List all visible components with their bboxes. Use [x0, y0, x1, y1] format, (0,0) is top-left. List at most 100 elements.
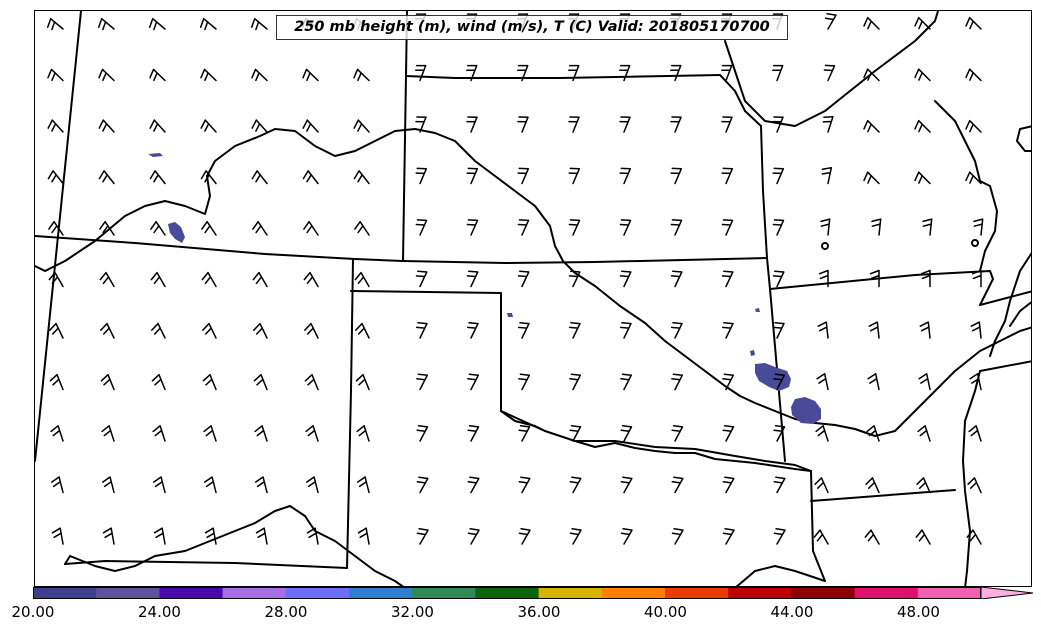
wind-barb: [304, 373, 319, 391]
wind-barb: [820, 218, 831, 236]
wind-barb: [518, 425, 531, 442]
wind-barb: [153, 527, 166, 545]
wind-barb: [866, 425, 880, 442]
wind-barb: [416, 527, 429, 545]
wind-barb: [151, 322, 166, 339]
wind-barb: [871, 218, 882, 236]
wind-barb: [867, 373, 880, 391]
wind-barb: [773, 476, 786, 494]
wind-barb: [863, 171, 880, 185]
temperature-contour-fill: [148, 153, 163, 157]
wind-barb: [204, 527, 217, 545]
colorbar-segment: [665, 587, 729, 599]
wind-barb: [869, 269, 880, 288]
wind-barb: [619, 270, 632, 288]
wind-barb: [824, 12, 837, 30]
wind-barb: [203, 425, 217, 442]
map-canvas: [35, 11, 1031, 586]
state-borders: [35, 11, 1031, 586]
wind-barb: [253, 373, 268, 391]
wind-barb: [721, 64, 733, 82]
wind-barb: [98, 119, 115, 133]
colorbar-tick-label: 48.00: [897, 603, 940, 621]
wind-barb: [569, 476, 582, 494]
wind-barb: [813, 529, 829, 545]
wind-barb: [254, 425, 268, 442]
wind-barb: [620, 373, 633, 391]
temperature-contour-fill: [168, 222, 185, 243]
wind-barb: [202, 322, 217, 339]
wind-barb: [670, 219, 683, 236]
colorbar-tick-label: 20.00: [11, 603, 55, 621]
wind-barb: [722, 373, 735, 391]
wind-barb: [152, 476, 166, 494]
wind-barb: [99, 220, 115, 236]
wind-barb: [353, 68, 370, 82]
temperature-contour-fill: [755, 363, 791, 391]
wind-barb: [97, 17, 115, 31]
wind-barb: [971, 269, 982, 288]
wind-barb: [721, 219, 734, 236]
wind-barb: [353, 170, 370, 185]
wind-barb: [568, 270, 581, 288]
wind-barb: [415, 270, 428, 288]
colorbar-segment: [854, 587, 919, 599]
wind-barb: [517, 219, 530, 236]
colorbar-segment: [96, 587, 160, 599]
wind-barb: [772, 219, 785, 236]
wind-barb: [670, 64, 682, 82]
wind-barb: [670, 322, 683, 339]
wind-barb: [965, 119, 982, 133]
wind-barb: [569, 373, 582, 391]
wind-barb: [569, 527, 582, 545]
wind-barb: [302, 119, 319, 133]
wind-barb: [101, 476, 115, 494]
wind-barb: [619, 116, 631, 133]
wind-barb: [251, 68, 268, 82]
wind-barb: [773, 425, 786, 442]
wind-barb: [722, 527, 735, 545]
wind-barb: [151, 373, 166, 391]
colorbar-segment: [349, 587, 413, 599]
wind-barb: [671, 476, 684, 494]
wind-barb: [354, 271, 370, 288]
temperature-contour-fill: [507, 313, 513, 317]
wind-barb: [772, 167, 785, 185]
wind-barb: [306, 527, 319, 545]
wind-barb: [98, 170, 115, 185]
wind-barb: [620, 527, 633, 545]
wind-barb: [50, 476, 64, 494]
colorbar-segment: [285, 587, 350, 599]
wind-barb: [517, 322, 530, 339]
wind-barb: [416, 425, 429, 442]
colorbar-segment: [222, 587, 287, 599]
wind-barb: [467, 476, 480, 494]
wind-barb: [149, 170, 166, 185]
wind-barb: [467, 425, 480, 442]
wind-barb: [251, 170, 268, 185]
wind-barb: [914, 16, 931, 30]
colorbar-tick-label: 44.00: [770, 603, 814, 621]
wind-barb: [415, 64, 427, 82]
wind-barb: [149, 119, 166, 133]
wind-barb: [772, 270, 785, 288]
wind-barb: [814, 477, 829, 494]
wind-barb: [98, 68, 115, 82]
wind-barb: [970, 321, 982, 339]
wind-barb: [100, 373, 115, 391]
wind-barb: [671, 527, 684, 545]
wind-barb: [864, 529, 880, 545]
wind-barb: [467, 373, 480, 391]
wind-barb: [965, 171, 982, 185]
wind-barb: [967, 477, 982, 494]
wind-barb: [356, 425, 370, 442]
wind-barb: [466, 167, 479, 185]
map-panel: [34, 10, 1032, 587]
colorbar-segment: [917, 587, 982, 599]
wind-barb: [416, 476, 429, 494]
wind-barb: [620, 476, 633, 494]
wind-barb: [568, 322, 581, 339]
wind-barb: [773, 373, 786, 391]
wind-barb: [47, 170, 64, 185]
temperature-contour-fill: [750, 350, 755, 356]
